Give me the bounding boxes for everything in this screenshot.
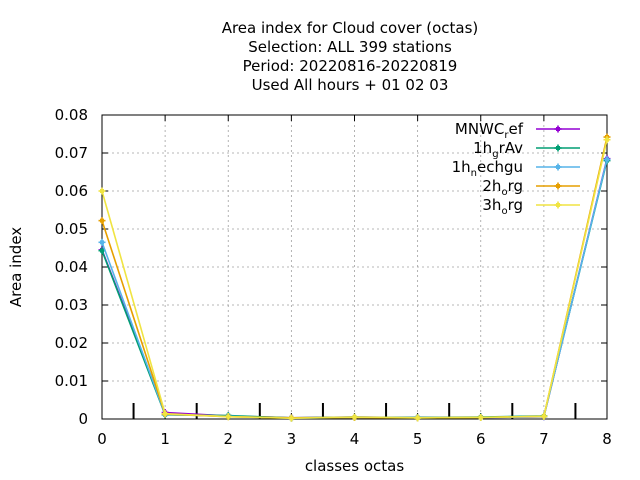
data-point-3h_org-4 xyxy=(351,413,358,421)
data-point-1h_nechgu-0 xyxy=(98,238,106,246)
x-tick-label-3: 3 xyxy=(287,430,297,448)
x-tick-label-7: 7 xyxy=(539,430,549,448)
legend-label-1h_grAv: 1hgrAv xyxy=(473,139,523,160)
y-tick-label-3: 0.03 xyxy=(55,296,88,314)
title-line-2: Selection: ALL 399 stations xyxy=(248,38,452,56)
legend-marker-1h_nechgu xyxy=(556,165,560,169)
y-tick-label-8: 0.08 xyxy=(55,106,88,124)
x-tick-label-4: 4 xyxy=(350,430,360,448)
legend-marker-MNWC_ref xyxy=(556,127,560,131)
title-line-4: Used All hours + 01 02 03 xyxy=(252,76,449,94)
x-tick-label-6: 6 xyxy=(476,430,486,448)
data-point-3h_org-1 xyxy=(161,410,169,418)
x-tick-label-1: 1 xyxy=(160,430,170,448)
y-axis-label: Area index xyxy=(7,227,25,307)
title-line-1: Area index for Cloud cover (octas) xyxy=(222,19,479,37)
series-line-MNWC_ref xyxy=(101,158,608,419)
x-axis-label: classes octas xyxy=(305,457,405,475)
y-tick-label-2: 0.02 xyxy=(55,334,88,352)
data-point-1h_nechgu-8 xyxy=(603,155,611,163)
data-point-3h_org-3 xyxy=(287,414,295,422)
data-point-3h_org-6 xyxy=(477,413,485,421)
data-series xyxy=(98,133,611,422)
y-tick-label-7: 0.07 xyxy=(55,144,88,162)
x-tick-label-0: 0 xyxy=(97,430,107,448)
legend-label-MNWC_ref: MNWCref xyxy=(455,120,524,141)
y-tick-label-4: 0.04 xyxy=(55,258,88,276)
y-axis-ticks: 0 0.01 0.02 0.03 0.04 0.05 0.06 0.07 0.08 xyxy=(55,106,607,428)
legend-marker-1h_grAv xyxy=(556,146,560,150)
legend-label-3h_org: 3horg xyxy=(482,196,523,217)
x-tick-label-5: 5 xyxy=(413,430,423,448)
data-point-3h_org-2 xyxy=(224,413,232,421)
legend-label-1h_nechgu: 1hnechgu xyxy=(452,158,523,179)
data-point-3h_org-5 xyxy=(414,414,422,422)
chart-title: Area index for Cloud cover (octas)Select… xyxy=(222,19,479,94)
legend-marker-2h_org xyxy=(556,184,560,188)
y-tick-label-0: 0 xyxy=(78,410,88,428)
title-line-3: Period: 20220816-20220819 xyxy=(243,57,458,75)
grid-lines xyxy=(102,115,607,419)
y-tick-label-5: 0.05 xyxy=(55,220,88,238)
series-3h_org xyxy=(98,136,611,422)
legend-label-2h_org: 2horg xyxy=(482,177,523,198)
data-point-3h_org-7 xyxy=(540,412,548,420)
data-point-3h_org-8 xyxy=(603,136,611,144)
x-tick-label-8: 8 xyxy=(602,430,612,448)
data-point-3h_org-0 xyxy=(98,187,106,195)
data-point-2h_org-0 xyxy=(98,217,106,225)
y-tick-label-1: 0.01 xyxy=(55,372,88,390)
series-line-1h_grAv xyxy=(101,160,608,419)
legend-marker-3h_org xyxy=(556,203,560,207)
y-tick-label-6: 0.06 xyxy=(55,182,88,200)
series-line-1h_nechgu xyxy=(101,159,608,420)
x-tick-label-2: 2 xyxy=(223,430,233,448)
